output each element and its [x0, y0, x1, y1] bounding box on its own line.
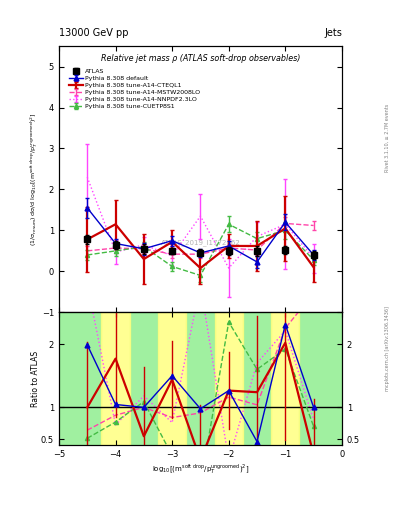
Text: Rivet 3.1.10, ≥ 2.7M events: Rivet 3.1.10, ≥ 2.7M events	[385, 104, 390, 173]
Bar	[101, 312, 130, 445]
X-axis label: log$_{10}$[(m$^{\rm soft\ drop}$/p$_T^{\rm ungroomed})^2$]: log$_{10}$[(m$^{\rm soft\ drop}$/p$_T^{\…	[152, 462, 249, 476]
Y-axis label: Ratio to ATLAS: Ratio to ATLAS	[31, 351, 40, 407]
Bar	[299, 312, 342, 445]
Bar	[130, 312, 158, 445]
Bar	[59, 312, 101, 445]
Text: Jets: Jets	[324, 28, 342, 38]
Text: mcplots.cern.ch [arXiv:1306.3436]: mcplots.cern.ch [arXiv:1306.3436]	[385, 306, 390, 391]
Text: ATLAS_2019_I1772062: ATLAS_2019_I1772062	[161, 240, 240, 246]
Bar	[271, 312, 299, 445]
Text: 13000 GeV pp: 13000 GeV pp	[59, 28, 129, 38]
Bar	[186, 312, 215, 445]
Legend: ATLAS, Pythia 8.308 default, Pythia 8.308 tune-A14-CTEQL1, Pythia 8.308 tune-A14: ATLAS, Pythia 8.308 default, Pythia 8.30…	[68, 68, 202, 111]
Text: Relative jet mass ρ (ATLAS soft-drop observables): Relative jet mass ρ (ATLAS soft-drop obs…	[101, 54, 300, 63]
Bar	[243, 312, 271, 445]
Bar	[215, 312, 243, 445]
Y-axis label: (1/σ$_{\rm resum}$) dσ/d log$_{10}$[(m$^{\rm soft\ drop}$/p$_T^{\rm ungroomed})^: (1/σ$_{\rm resum}$) dσ/d log$_{10}$[(m$^…	[29, 112, 40, 246]
Bar	[158, 312, 186, 445]
